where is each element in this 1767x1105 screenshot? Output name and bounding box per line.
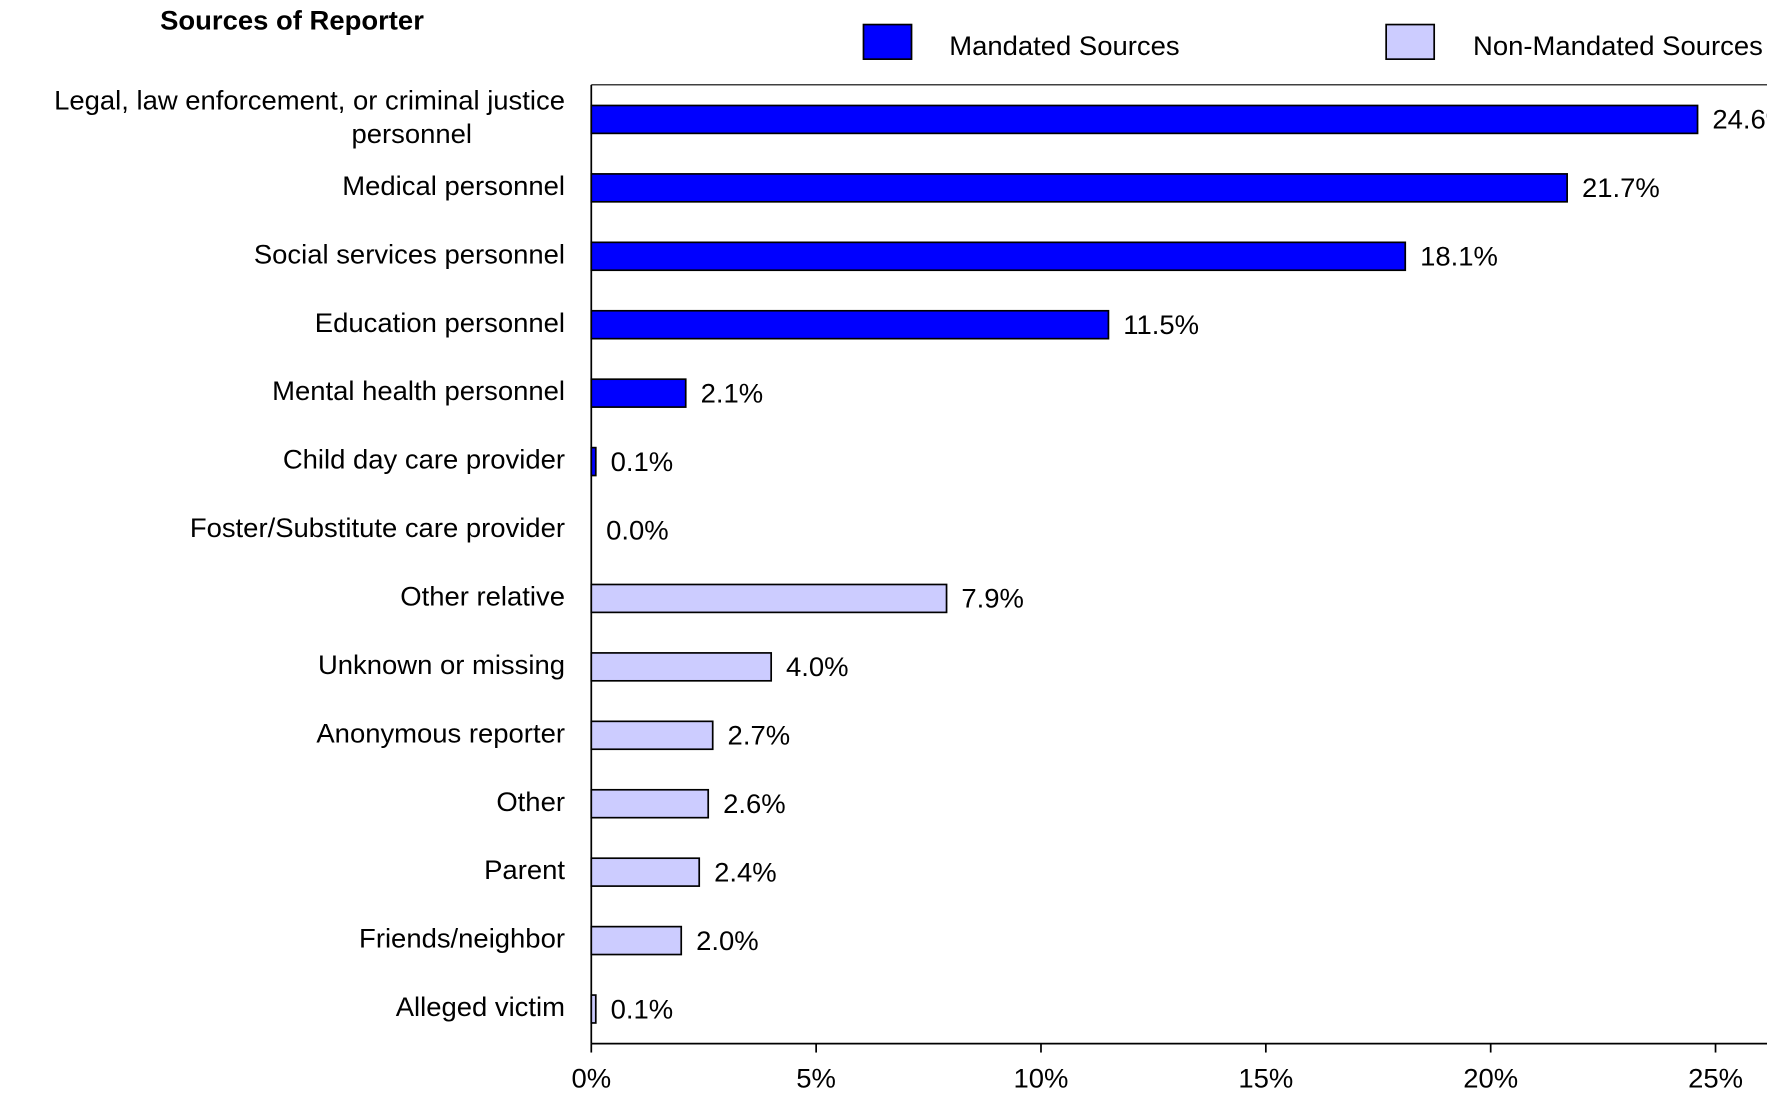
data-label: 2.0%	[696, 925, 759, 956]
legend-label: Mandated Sources	[949, 30, 1179, 61]
bar	[590, 652, 773, 682]
bar	[590, 583, 948, 614]
y-tick-label: Alleged victim	[396, 991, 565, 1022]
y-tick-label: Medical personnel	[342, 170, 565, 201]
data-label: 24.6%	[1712, 104, 1767, 135]
bar	[590, 857, 701, 887]
data-label: 4.0%	[786, 651, 849, 682]
y-tick-label: Education personnel	[315, 307, 565, 338]
bar	[590, 720, 714, 751]
bar	[590, 446, 597, 477]
y-tick-label: Anonymous reporter	[316, 718, 565, 749]
data-label: 0.1%	[611, 994, 674, 1025]
data-label: 21.7%	[1582, 172, 1660, 203]
x-tick-label: 20%	[1463, 1063, 1518, 1094]
chart-title: Sources of Reporter	[160, 5, 424, 36]
y-tick-label: Legal, law enforcement, or criminal just…	[54, 85, 565, 149]
y-tick-label: Other	[496, 786, 565, 817]
legend-label: Non-Mandated Sources	[1473, 30, 1763, 61]
y-tick-label: Friends/neighbor	[359, 923, 565, 954]
legend-swatch	[1385, 23, 1436, 60]
bar	[590, 104, 1699, 135]
y-tick-label: Parent	[484, 855, 565, 886]
bar	[590, 309, 1110, 340]
bar	[590, 925, 683, 956]
bar	[590, 994, 597, 1024]
y-tick-label: Foster/Substitute care provider	[190, 512, 565, 543]
y-tick-label: Mental health personnel	[272, 376, 565, 407]
x-tick-label: 25%	[1688, 1063, 1743, 1094]
data-label: 2.4%	[714, 857, 777, 888]
data-label: 2.6%	[723, 788, 786, 819]
data-label: 0.0%	[606, 515, 669, 546]
data-label: 2.7%	[728, 720, 791, 751]
data-label: 11.5%	[1123, 309, 1199, 340]
legend-swatch	[862, 23, 913, 60]
y-tick-label: Other relative	[400, 581, 565, 612]
data-label: 0.1%	[611, 446, 674, 477]
data-label: 7.9%	[961, 583, 1024, 614]
data-label: 2.1%	[701, 378, 764, 409]
bar	[590, 788, 710, 819]
bar	[590, 378, 687, 408]
x-tick-label: 10%	[1014, 1063, 1069, 1094]
bar	[590, 241, 1407, 272]
bar	[590, 173, 1568, 203]
x-tick-label: 0%	[571, 1063, 611, 1094]
y-tick-label: Unknown or missing	[318, 649, 565, 680]
x-tick-label: 15%	[1238, 1063, 1293, 1094]
data-label: 18.1%	[1420, 241, 1498, 272]
y-tick-label: Social services personnel	[254, 239, 565, 270]
y-tick-label: Child day care provider	[283, 444, 565, 475]
x-tick-label: 5%	[796, 1063, 836, 1094]
